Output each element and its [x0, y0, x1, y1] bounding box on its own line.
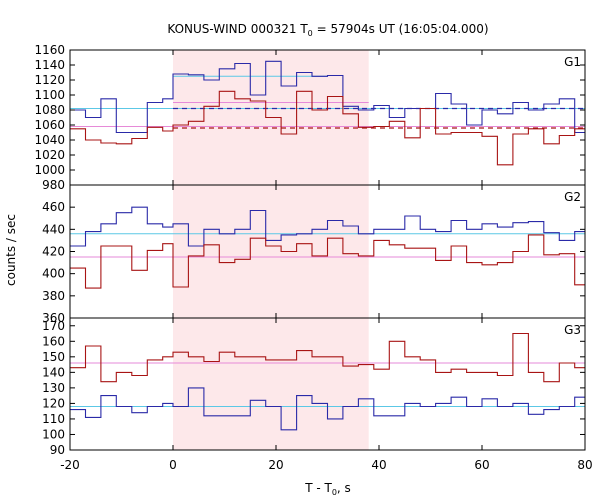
y-tick-label: 1120 — [34, 73, 65, 87]
panel-label-g2: G2 — [564, 190, 581, 204]
y-tick-label: 980 — [42, 178, 65, 192]
y-tick-label: 1040 — [34, 133, 65, 147]
y-tick-label: 420 — [42, 245, 65, 259]
shaded-interval-layer — [173, 50, 369, 450]
series-red-g3 — [70, 332, 585, 383]
series-red-g2 — [70, 234, 585, 289]
y-tick-label: 400 — [42, 267, 65, 281]
panel-g3 — [70, 332, 585, 431]
x-tick-label: 0 — [169, 458, 177, 472]
panel-frames-layer: 980100010201040106010801100112011401160G… — [34, 43, 592, 472]
y-axis-label: counts / sec — [4, 214, 18, 286]
y-tick-label: 100 — [42, 427, 65, 441]
y-tick-label: 1160 — [34, 43, 65, 57]
y-tick-label: 120 — [42, 396, 65, 410]
x-tick-label: 20 — [268, 458, 283, 472]
y-tick-label: 170 — [42, 319, 65, 333]
y-tick-label: 160 — [42, 334, 65, 348]
panel-label-g1: G1 — [564, 55, 581, 69]
y-tick-label: 150 — [42, 350, 65, 364]
shaded-interval — [173, 50, 369, 450]
y-tick-label: 90 — [50, 443, 65, 457]
y-tick-label: 1080 — [34, 103, 65, 117]
chart-title: KONUS-WIND 000321 T0 = 57904s UT (16:05:… — [167, 22, 488, 38]
x-tick-label: 60 — [474, 458, 489, 472]
x-tick-label: 40 — [371, 458, 386, 472]
y-tick-label: 440 — [42, 222, 65, 236]
y-tick-label: 1140 — [34, 58, 65, 72]
series-blue-g3 — [70, 387, 585, 431]
y-tick-label: 130 — [42, 381, 65, 395]
labels-layer: KONUS-WIND 000321 T0 = 57904s UT (16:05:… — [4, 22, 489, 497]
y-tick-label: 1100 — [34, 88, 65, 102]
panels-layer — [70, 60, 585, 431]
x-tick-label: 80 — [577, 458, 592, 472]
series-blue-g1 — [70, 60, 585, 134]
x-axis-label: T - T0, s — [304, 481, 351, 497]
y-tick-label: 1000 — [34, 163, 65, 177]
x-tick-label: -20 — [60, 458, 80, 472]
panel-frame-g3 — [69, 317, 586, 451]
panel-g1 — [70, 60, 585, 166]
panel-label-g3: G3 — [564, 323, 581, 337]
y-tick-label: 380 — [42, 289, 65, 303]
y-tick-label: 1020 — [34, 148, 65, 162]
series-red-g1 — [70, 90, 585, 166]
y-tick-label: 360 — [42, 311, 65, 325]
y-tick-label: 1060 — [34, 118, 65, 132]
panel-g2 — [70, 206, 585, 289]
y-tick-label: 110 — [42, 412, 65, 426]
y-tick-label: 460 — [42, 200, 65, 214]
y-tick-label: 140 — [42, 365, 65, 379]
series-blue-g2 — [70, 206, 585, 247]
